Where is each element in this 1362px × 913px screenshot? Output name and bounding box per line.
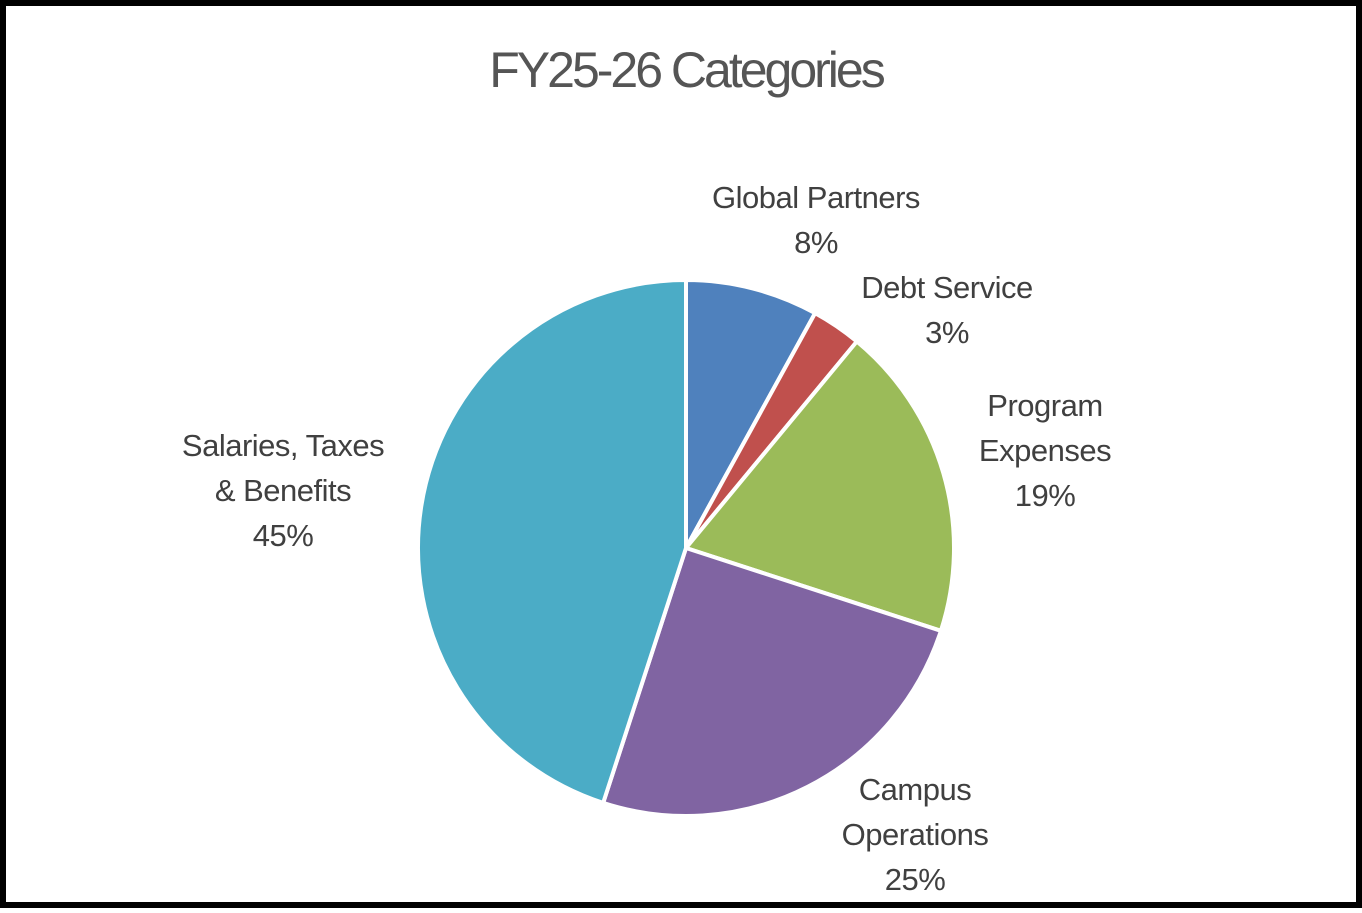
data-label-5: Salaries, Taxes & Benefits 45%: [181, 423, 385, 558]
data-label-percent: 25%: [884, 862, 946, 897]
data-label-name: Debt Service: [861, 270, 1033, 305]
data-label-3: Program Expenses 19%: [978, 383, 1112, 518]
data-label-name: Salaries, Taxes: [181, 428, 385, 463]
data-label-2: Debt Service 3%: [861, 265, 1033, 355]
data-label-name: Campus: [858, 772, 972, 807]
data-label-name: Operations: [841, 817, 989, 852]
data-label-name: Expenses: [978, 433, 1112, 468]
chart-title: FY25-26 Categories: [489, 42, 885, 98]
pie-slice-3: [684, 339, 956, 633]
pie-slice-1: [684, 278, 818, 550]
pie-slice-4: [601, 546, 943, 818]
data-label-name: Global Partners: [712, 180, 920, 215]
data-label-percent: 19%: [1014, 478, 1076, 513]
data-label-percent: 8%: [794, 225, 838, 260]
pie-chart: [416, 278, 956, 818]
pie-slice-5: [416, 278, 688, 805]
data-label-4: Campus Operations 25%: [842, 767, 989, 902]
data-label-1: Global Partners 8%: [712, 175, 920, 265]
data-label-percent: 3%: [925, 315, 969, 350]
data-label-percent: 45%: [252, 518, 314, 553]
data-label-name: Program: [987, 388, 1103, 423]
data-label-name: & Benefits: [214, 473, 352, 508]
